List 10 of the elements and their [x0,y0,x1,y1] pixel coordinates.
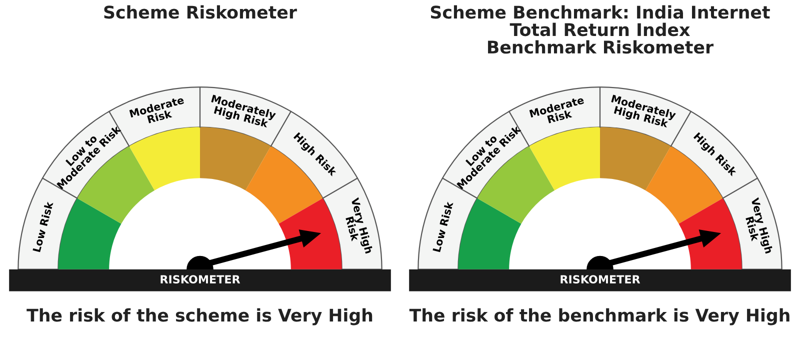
text: RISKOMETER [160,275,240,284]
slice-label: Very High Risk [746,197,774,254]
text: The risk of the benchmark is Very High [409,308,790,326]
chart-title: Scheme Riskometer [104,5,297,19]
text: RISKOMETER [560,275,640,284]
slice-label: Very High Risk [346,197,374,254]
text: The risk of the scheme is Very High [26,308,372,326]
chart-title: Scheme Benchmark: India Internet Total Return Index Benchmark Riskometer [430,5,770,54]
slice-label: Low Risk [432,200,454,252]
slice-label: Low Risk [32,200,54,252]
